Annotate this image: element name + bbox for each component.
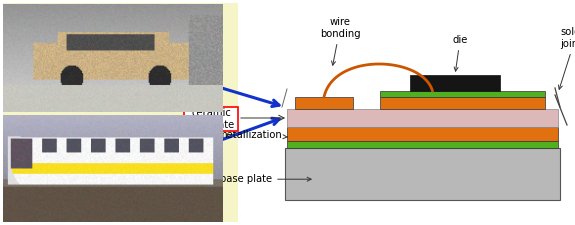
- Bar: [287, 127, 558, 141]
- Bar: [380, 97, 545, 109]
- Bar: [3, 3, 238, 222]
- Bar: [287, 109, 558, 127]
- Text: solder
joints: solder joints: [558, 27, 575, 89]
- Bar: [287, 141, 558, 148]
- Bar: [410, 75, 500, 91]
- Bar: [285, 148, 560, 200]
- Text: metallization: metallization: [217, 130, 288, 140]
- Text: wire
bonding: wire bonding: [320, 17, 361, 65]
- Text: base plate: base plate: [220, 174, 311, 184]
- Text: ceramic
substrate: ceramic substrate: [187, 108, 235, 130]
- Text: die: die: [453, 35, 467, 71]
- Bar: [380, 91, 545, 97]
- FancyBboxPatch shape: [184, 107, 238, 131]
- Bar: [295, 97, 353, 109]
